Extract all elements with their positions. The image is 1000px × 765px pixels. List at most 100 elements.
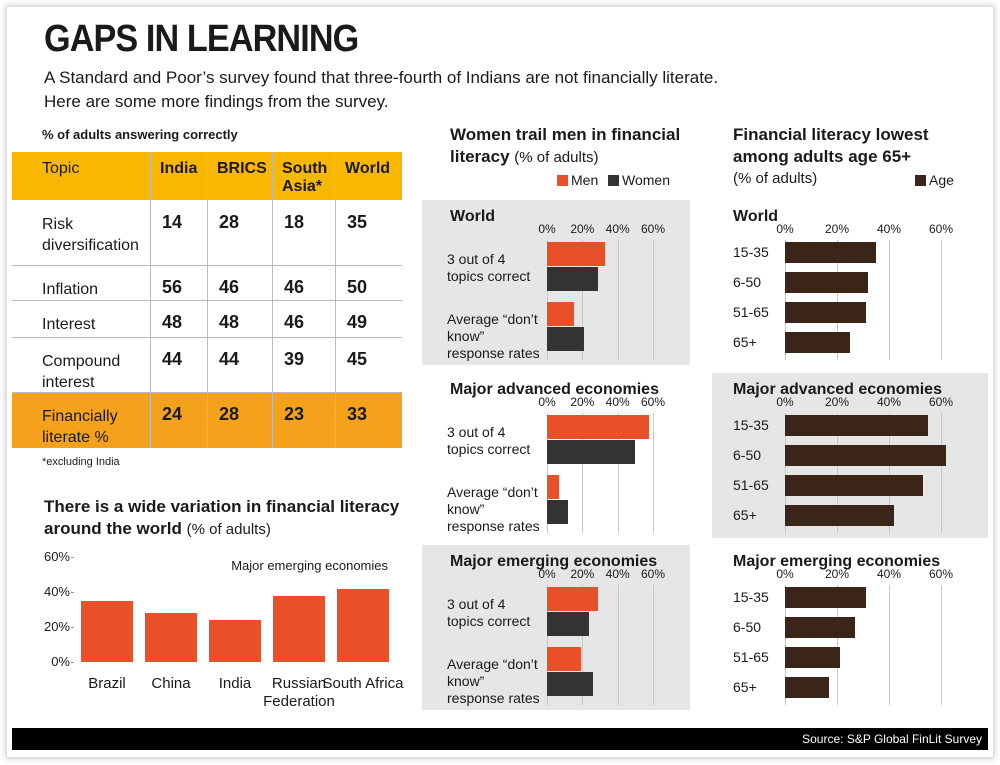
bar [547,475,560,499]
grid-line [617,585,619,705]
table-cell: 56 [162,277,183,297]
chart-title: Women trail men in financial literacy (%… [450,124,690,169]
category-label: 3 out of 4 topics correct [447,424,531,457]
x-tick-label: 40% [605,222,630,236]
table-cell: 49 [347,312,368,332]
category-label: 6-50 [733,619,762,635]
bar [145,613,197,662]
row-label: Financially literate % [42,408,118,446]
x-tick-label: 20% [570,222,595,236]
table-cell: 46 [284,312,305,332]
bar [785,617,856,638]
legend-swatch [557,175,568,186]
table-cell: 45 [347,349,368,369]
grid-line [653,585,654,705]
table-cell: 14 [162,212,183,232]
row-label: Risk diversification [42,216,139,254]
category-label: 3 out of 4 topics correct [447,251,531,284]
x-tick-label: 40% [605,567,630,581]
bar [547,500,569,524]
column-header: Topic [42,160,80,177]
annotation: Major emerging economies [231,558,388,573]
column-header: India [160,160,198,177]
chart-unit: (% of adults) [186,521,271,538]
x-tick-label: 20% [824,222,850,236]
grid-line [617,413,619,533]
x-tick-label: 40% [876,395,902,409]
row-label: Inflation [42,281,99,298]
category-label: 15-35 [733,244,769,260]
grid-line [941,413,942,533]
chart-title-text: Women trail men in financial literacy [450,125,681,166]
table-cell: 44 [162,349,183,369]
table-cell: 35 [347,212,368,232]
x-tick-label: South Africa [322,675,404,692]
category-label: 15-35 [733,417,769,433]
x-tick-label: 40% [876,567,902,581]
table-cell: 24 [162,404,183,424]
table-cell: 44 [219,349,240,369]
grid-line [785,585,786,705]
y-tick-label: 20% [43,619,70,634]
bar [547,612,590,636]
x-tick-label: Russian Federation [263,675,335,710]
column-header: BRICS [217,160,267,177]
category-label: 15-35 [733,589,769,605]
table-cell: 48 [162,312,183,332]
category-label: 65+ [733,679,757,695]
y-tick-label: 60% [43,549,70,564]
table-cell: 23 [284,404,305,424]
row-divider [12,300,402,301]
chart-title: There is a wide variation in financial l… [44,496,414,541]
chart-unit: (% of adults) [514,149,599,166]
bar [785,272,869,293]
y-tick [71,592,74,593]
y-tick [71,627,74,628]
source: Source: S&P Global FinLit Survey [802,732,982,746]
category-label: 6-50 [733,447,762,463]
bar [785,587,866,608]
bar [337,588,389,662]
bar [547,415,650,439]
grid-line [889,240,890,360]
x-tick-label: 0% [538,395,556,409]
grid-line [785,413,786,533]
x-tick-label: 60% [928,567,954,581]
subtitle: Here are some more findings from the sur… [44,92,389,111]
grid-line [837,240,838,360]
x-tick-label: 60% [928,222,954,236]
bar [785,647,840,668]
bar [547,302,574,326]
bar [785,475,923,496]
grid-line [837,413,838,533]
grid-line [889,585,890,705]
grid-line [547,413,548,533]
grid-line [889,413,890,533]
category-label: Average “don’t know” response rates [447,656,540,706]
panel-title: Major emerging economies [450,553,658,570]
category-label: 65+ [733,507,757,523]
column-header: World [345,160,391,177]
grid-line [653,413,654,533]
table-cell: 39 [284,349,305,369]
bar [785,242,876,263]
chart-unit: (% of adults) [733,170,818,187]
x-tick-label: 0% [776,222,794,236]
legend-label: Age [929,172,954,188]
chart-title: Financial literacy lowest among adults a… [733,124,943,190]
row-label: Compound interest [42,353,121,391]
x-tick-label: 0% [538,567,556,581]
bar [547,327,585,351]
table-cell: 28 [219,404,240,424]
x-tick-label: 40% [605,395,630,409]
bar [209,620,261,662]
grid-line [785,240,786,360]
x-tick-label: 20% [570,395,595,409]
grid-line [941,240,942,360]
category-label: 3 out of 4 topics correct [447,596,531,629]
bar [547,647,581,671]
row-divider [12,337,402,338]
bar [785,505,895,526]
row-divider [12,392,402,393]
